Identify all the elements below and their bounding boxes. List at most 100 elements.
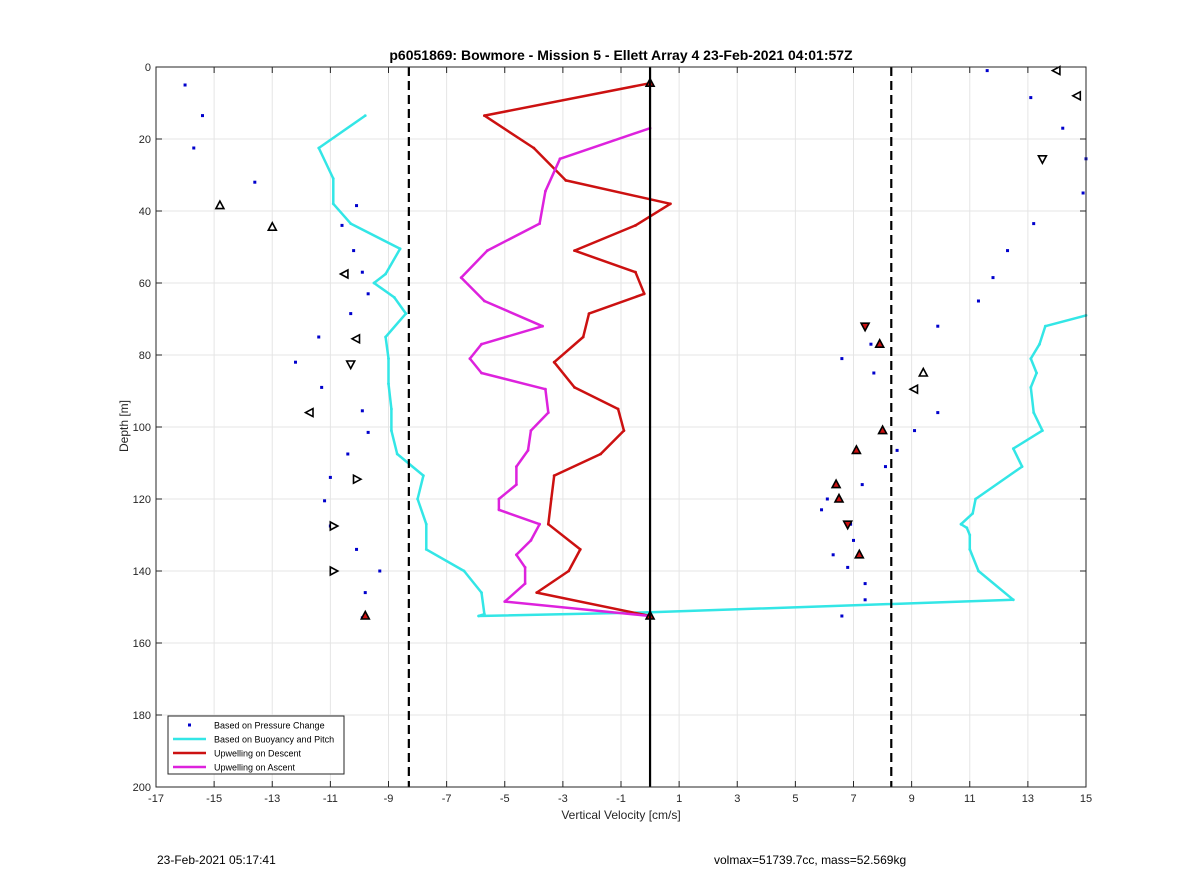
series-vertex [1043,324,1047,328]
triangle-marker-filled [851,444,862,455]
legend: Based on Pressure Change Based on Buoyanc… [167,715,345,775]
triangle-marker-open-shape [345,360,357,371]
series-vertex [581,335,585,339]
upwelling-on-descent-line [483,81,672,618]
y-tick-label: 120 [133,494,151,506]
y-tick-label: 200 [133,782,151,794]
pressure-point [976,299,980,303]
triangle-marker-filled [853,548,865,559]
x-tick-label: -15 [206,793,222,805]
pressure-point [355,204,359,208]
y-axis-label: Depth [m] [117,400,131,452]
series-vertex [573,249,576,253]
triangle-marker-open-shape [329,520,340,532]
series-vertex [398,247,402,251]
pressure-point [355,547,359,551]
series-vertex [483,114,486,117]
series-vertex [1035,371,1038,375]
x-tick-label: 13 [1022,793,1034,805]
chart-title: p6051869: Bowmore - Mission 5 - Ellett A… [389,47,853,63]
series-vertex [622,429,626,432]
triangle-marker-filled-shape [874,338,886,349]
series-vertex [616,407,620,411]
series-vertex [387,357,390,360]
series-vertex [529,429,533,432]
pressure-point [913,429,917,433]
series-vertex [390,429,393,432]
x-tick-label: -3 [558,793,568,805]
y-tick-label: 160 [133,638,151,650]
pressure-point [192,146,196,150]
triangle-marker-open-shape [917,366,929,377]
pressure-point [346,452,350,456]
triangle-marker-open [266,220,278,231]
series-vertex [349,222,353,226]
triangle-marker-open-shape [1071,90,1082,102]
pressure-point [936,411,940,415]
pressure-point [363,591,367,595]
pressure-point [352,249,356,253]
x-tick-label: 15 [1080,793,1092,805]
triangle-marker-filled-shape [851,444,862,455]
series-vertex [462,569,466,573]
pressure-point [883,465,887,469]
series-vertex [416,497,419,501]
volume-mass-label: volmax=51739.7cc, mass=52.569kg [714,853,907,867]
pressure-point [320,385,324,389]
series-vertex [480,591,483,594]
pressure-point [1029,96,1033,100]
series-vertex [523,566,527,569]
series-vertex [959,522,963,526]
triangle-marker-filled-shape [877,424,888,435]
legend-label: Upwelling on Ascent [214,763,296,773]
series-vertex [546,411,550,414]
series-vertex [421,474,425,477]
pressure-point [328,475,332,479]
triangle-marker-open-shape [214,199,226,210]
series-vertex [544,387,547,391]
x-tick-label: 11 [964,793,975,805]
ticks: -17 -15 -13 -11 -9 -7 -5 -3 -1 1 3 5 7 9 11 13 150204060… [133,62,1092,805]
series-vertex [544,189,547,193]
triangle-marker-open [1071,90,1082,102]
series-vertex [669,202,672,206]
pressure-point [360,270,364,274]
triangle-marker-open-shape [352,473,363,485]
pressure-point [253,180,257,184]
legend-swatch [188,723,191,727]
pressure-point [872,371,876,375]
triangle-marker-filled-shape [830,478,842,489]
series-vertex [977,569,980,573]
x-tick-label: 7 [850,793,856,805]
x-tick-label: -5 [500,793,510,805]
pressure-point [366,430,370,434]
series-vertex [965,526,969,530]
series-vertex [331,177,335,181]
series-vertex [384,272,387,276]
series-vertex [480,371,483,375]
series-vertex [541,324,544,328]
grid [155,66,1087,788]
triangle-marker-open [345,360,357,371]
x-tick-label: -7 [442,793,452,805]
series-vertex [558,157,562,161]
pressure-point [860,483,864,487]
series-vertex [503,600,507,603]
triangle-marker-open-shape [1037,155,1048,166]
series-vertex [634,224,637,227]
pressure-point [863,582,867,586]
pressure-point [985,69,989,73]
series-vertex [538,522,542,526]
triangle-marker-open-shape [338,268,349,280]
series-vertex [468,357,472,360]
series-vertex [497,497,501,501]
series-vertex [532,146,536,150]
pressure-point [360,409,364,413]
triangle-marker-open [908,383,919,395]
triangle-marker-filled-shape [853,548,865,559]
series-vertex [974,497,977,501]
pressure-point [831,553,835,557]
x-tick-label: 9 [909,793,915,805]
x-tick-label: -17 [148,793,164,805]
